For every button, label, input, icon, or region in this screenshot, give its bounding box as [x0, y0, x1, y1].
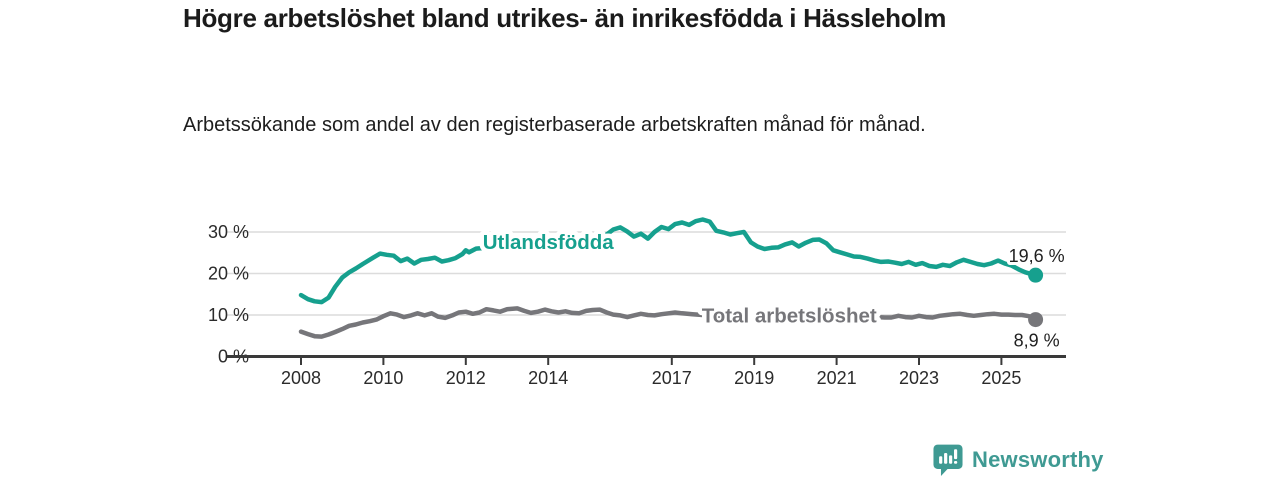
x-tick-label: 2023 [899, 368, 939, 388]
newsworthy-logo-icon [933, 444, 963, 476]
series-end-dot-0 [1028, 267, 1044, 283]
series-line-1 [298, 306, 1038, 339]
y-tick-label: 10 % [208, 305, 249, 325]
brand-name: Newsworthy [972, 447, 1104, 472]
y-tick-label: 20 % [208, 264, 249, 284]
x-tick-label: 2008 [281, 368, 321, 388]
series-label-0: Utlandsfödda [483, 231, 615, 254]
x-tick-label: 2010 [363, 368, 403, 388]
x-tick-label: 2025 [981, 368, 1021, 388]
chart-subtitle: Arbetssökande som andel av den registerb… [183, 114, 926, 136]
end-value-label-1: 8,9 % [1014, 331, 1060, 351]
brand-footer: Newsworthy [933, 444, 1104, 476]
x-tick-label: 2019 [734, 368, 774, 388]
x-tick-label: 2014 [528, 368, 568, 388]
x-tick-label: 2021 [817, 368, 857, 388]
chart-title: Högre arbetslöshet bland utrikes- än inr… [183, 3, 947, 33]
end-value-label-0: 19,6 % [1009, 246, 1065, 266]
x-tick-label: 2012 [446, 368, 486, 388]
series-line-0 [298, 217, 1038, 305]
x-tick-label: 2017 [652, 368, 692, 388]
y-tick-label: 30 % [208, 222, 249, 242]
series-end-dot-1 [1028, 312, 1044, 328]
series-label-1: Total arbetslöshet [702, 304, 877, 327]
